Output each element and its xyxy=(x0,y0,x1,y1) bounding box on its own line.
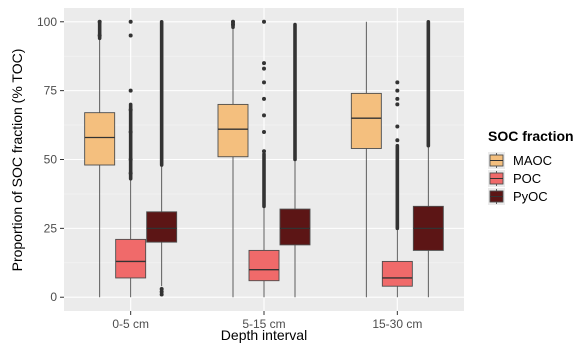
box-pyoc xyxy=(279,22,311,298)
outlier-point xyxy=(395,138,400,143)
legend-entry-maoc: MAOC xyxy=(488,152,552,169)
outlier-point xyxy=(128,33,133,38)
y-tick-label: 0 xyxy=(50,290,57,304)
outlier-point xyxy=(262,66,266,71)
x-axis-title: Depth interval xyxy=(221,327,307,343)
outlier-point xyxy=(262,129,266,134)
box-poc xyxy=(248,19,280,298)
outlier-point xyxy=(395,80,400,85)
outlier-point xyxy=(128,171,133,176)
outlier-point xyxy=(262,113,266,118)
x-tick-label: 5-15 cm xyxy=(242,317,285,331)
box-maoc xyxy=(350,21,382,298)
y-axis-title: Proportion of SOC fraction (% TOC) xyxy=(9,49,25,272)
y-tick-label: 50 xyxy=(44,153,58,167)
outlier-point xyxy=(97,19,102,24)
iqr-box xyxy=(381,260,413,287)
outlier-point xyxy=(262,96,266,101)
legend-entry-poc: POC xyxy=(488,170,541,187)
y-tick-label: 75 xyxy=(44,84,58,98)
iqr-box xyxy=(279,208,311,246)
outlier-point xyxy=(128,157,133,162)
box-poc xyxy=(381,80,413,298)
outlier-point xyxy=(128,107,133,112)
box-poc xyxy=(115,19,147,298)
y-tick-label: 25 xyxy=(44,221,58,235)
box-maoc xyxy=(84,19,116,298)
legend-label: MAOC xyxy=(513,153,552,168)
outlier-point xyxy=(262,149,266,154)
outlier-point xyxy=(128,88,133,93)
y-axis: 0 25 50 75 100 xyxy=(37,15,64,304)
outlier-point xyxy=(231,22,235,27)
outlier-point xyxy=(231,19,235,24)
legend: SOC fraction MAOC POC PyOC xyxy=(488,128,574,205)
box-pyoc xyxy=(146,19,178,297)
legend-label: POC xyxy=(513,171,541,186)
outlier-point xyxy=(395,88,400,93)
iqr-box xyxy=(350,92,382,149)
y-tick-label: 100 xyxy=(37,15,57,29)
iqr-box xyxy=(217,103,249,158)
outlier-point xyxy=(262,80,266,85)
legend-label: PyOC xyxy=(513,189,548,204)
x-tick-label: 0-5 cm xyxy=(112,317,149,331)
x-tick-label: 15-30 cm xyxy=(372,317,422,331)
outlier-point xyxy=(395,102,400,107)
outlier-point xyxy=(395,96,400,101)
iqr-box xyxy=(146,211,178,243)
outlier-point xyxy=(395,124,400,129)
outlier-point xyxy=(128,19,133,24)
outlier-point xyxy=(159,289,164,294)
iqr-box xyxy=(115,238,147,279)
outlier-point xyxy=(97,33,102,38)
outlier-point xyxy=(262,19,266,24)
iqr-box xyxy=(248,249,280,282)
outlier-point xyxy=(128,129,133,134)
legend-title: SOC fraction xyxy=(488,128,574,144)
box-maoc xyxy=(217,19,249,298)
outlier-point xyxy=(159,292,164,297)
legend-entry-pyoc: PyOC xyxy=(488,188,548,205)
iqr-box xyxy=(84,112,116,166)
box-pyoc xyxy=(412,19,444,298)
x-axis: 0-5 cm 5-15 cm 15-30 cm xyxy=(112,311,422,331)
outlier-point xyxy=(262,61,266,66)
box-layer xyxy=(84,19,444,298)
outlier-point xyxy=(159,286,164,291)
